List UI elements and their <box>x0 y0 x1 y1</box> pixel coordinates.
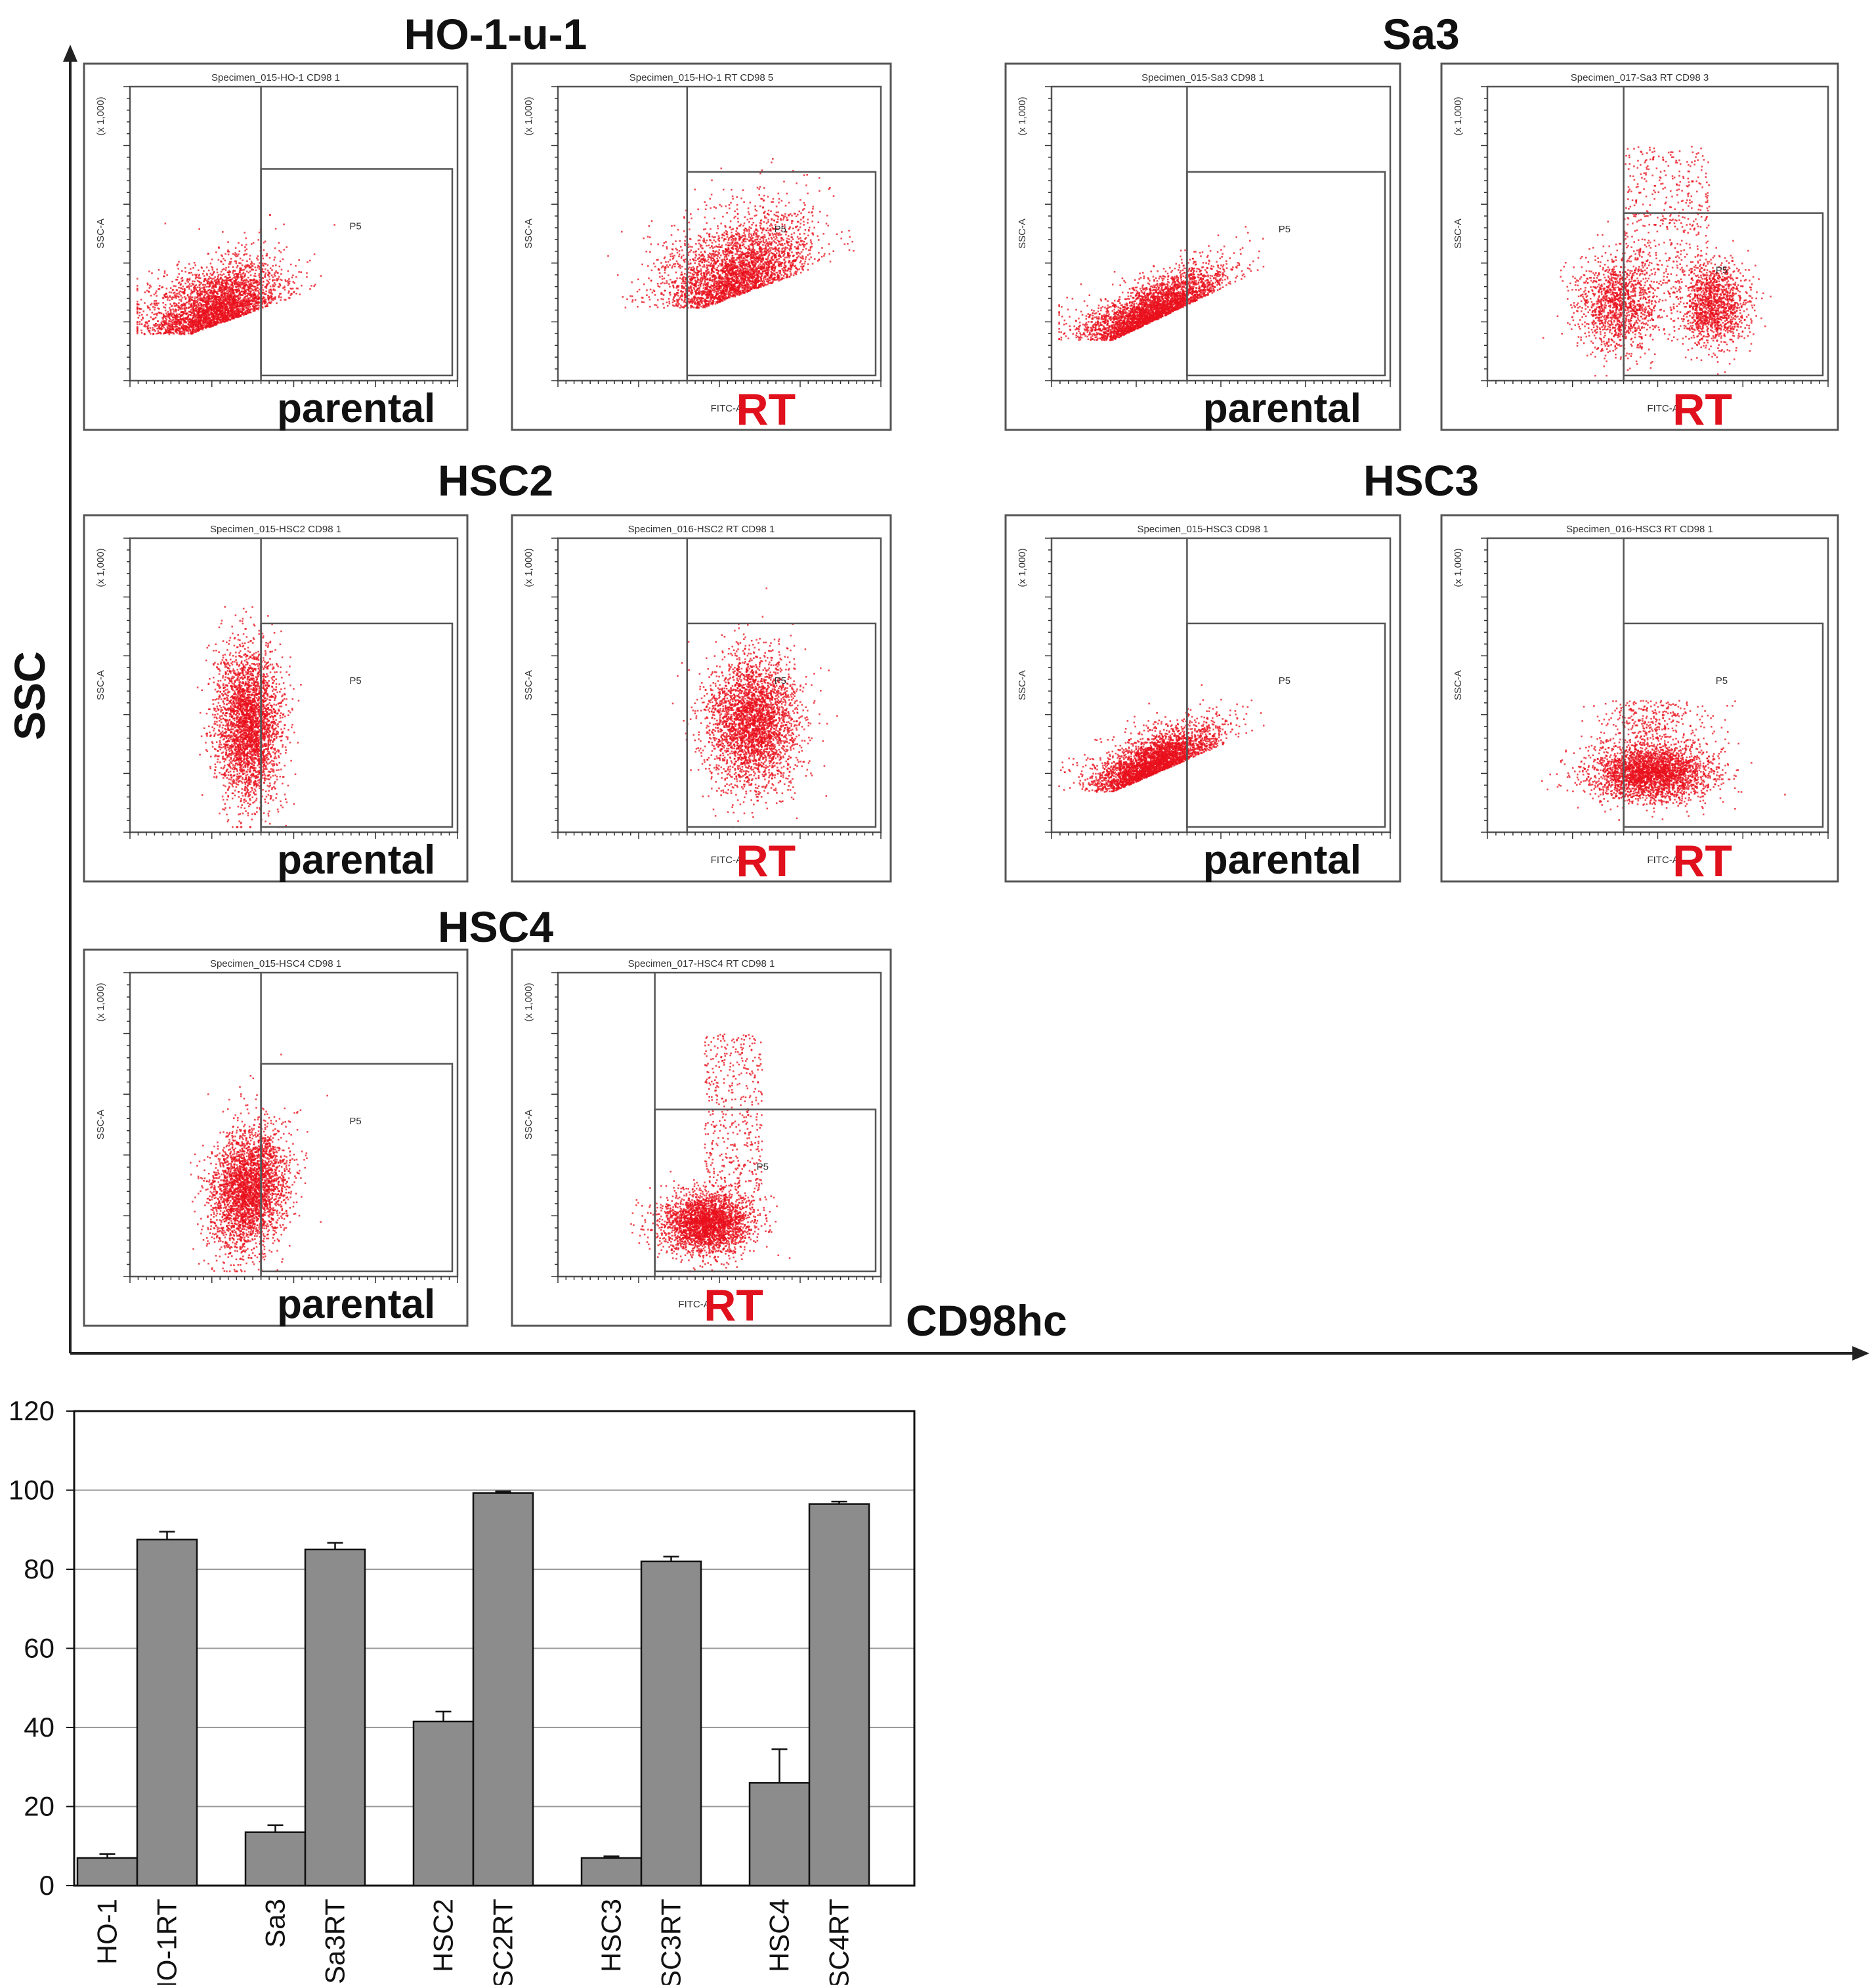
bar-hsc2 <box>414 1722 473 1886</box>
scatter-panel: Specimen_017-Sa3 RT CD98 3 SSC-A (x 1,000)… <box>1441 64 1838 434</box>
specimen-title: Specimen_017-HSC4 RT CD98 1 <box>628 958 775 969</box>
ssc-a-scale-note: (x 1,000) <box>1017 548 1028 587</box>
gate-label: P5 <box>1716 675 1728 687</box>
panel-label-rt: RT <box>1672 836 1732 886</box>
x-tick-label: HSC3RT <box>656 1899 687 1985</box>
ssc-a-scale-note: (x 1,000) <box>523 983 534 1021</box>
ssc-a-axis-label: SSC-A <box>95 219 106 249</box>
y-tick-label: 60 <box>24 1633 54 1664</box>
scatter-panel: Specimen_015-HSC3 CD98 1 SSC-A (x 1,000) P5… <box>1006 515 1400 883</box>
panel-label-rt: RT <box>736 385 796 434</box>
ssc-a-scale-note: (x 1,000) <box>1017 96 1028 135</box>
y-tick-label: 40 <box>24 1712 54 1743</box>
gate-label: P5 <box>775 224 786 235</box>
ssc-a-scale-note: (x 1,000) <box>95 548 106 587</box>
x-tick-label: HO-1RT <box>152 1899 182 1985</box>
specimen-title: Specimen_015-HO-1 CD98 1 <box>211 72 340 83</box>
panel-label-parental: parental <box>277 386 435 431</box>
gate-label: P5 <box>1716 265 1728 276</box>
bar-sa3 <box>245 1832 305 1886</box>
ssc-a-axis-label: SSC-A <box>1017 670 1028 700</box>
ssc-a-axis-label: SSC-A <box>523 670 534 700</box>
gate-label: P5 <box>349 221 361 232</box>
panel-frame <box>84 950 467 1326</box>
specimen-title: Specimen_015-Sa3 CD98 1 <box>1141 72 1264 83</box>
ssc-a-scale-note: (x 1,000) <box>1453 96 1464 135</box>
specimen-title: Specimen_015-HSC4 CD98 1 <box>210 958 341 969</box>
flow-scatter-panels: Specimen_015-HO-1 CD98 1 SSC-A (x 1,000) P5… <box>84 64 1838 1330</box>
ssc-a-axis-label: SSC-A <box>95 670 106 700</box>
ssc-a-axis-label: SSC-A <box>523 1110 534 1140</box>
group-title-sa3: Sa3 <box>1382 10 1459 58</box>
scatter-panel: Specimen_015-HO-1 CD98 1 SSC-A (x 1,000) P5… <box>84 64 467 431</box>
ssc-a-scale-note: (x 1,000) <box>523 548 534 587</box>
scatter-panel: Specimen_016-HSC2 RT CD98 1 SSC-A (x 1,000… <box>512 515 891 886</box>
gate-label: P5 <box>757 1161 769 1172</box>
panel-label-parental: parental <box>1203 837 1361 883</box>
specimen-title: Specimen_016-HSC2 RT CD98 1 <box>628 524 775 535</box>
group-title-hsc4: HSC4 <box>438 902 553 951</box>
x-tick-label: Sa3RT <box>320 1899 351 1984</box>
bar-hsc2rt <box>473 1493 533 1886</box>
bar-sa3rt <box>305 1550 365 1886</box>
ssc-a-axis-label: SSC-A <box>95 1110 106 1140</box>
bar-hsc4rt <box>809 1504 869 1886</box>
bar-ho-1rt <box>137 1540 197 1886</box>
gate-label: P5 <box>349 1116 361 1127</box>
ssc-a-axis-label: SSC-A <box>1453 670 1464 700</box>
bar-chart: 0 20 40 60 80 100 120 HO-1 HO-1RT Sa3 Sa3RT HSC2 HSC… <box>9 1395 914 1985</box>
y-axis-label-ssc: SSC <box>5 651 54 740</box>
specimen-title: Specimen_015-HO-1 RT CD98 5 <box>629 72 774 83</box>
bar-hsc3rt <box>641 1561 701 1886</box>
y-tick-label: 100 <box>9 1475 54 1506</box>
group-title-hsc3: HSC3 <box>1363 456 1479 505</box>
ssc-a-scale-note: (x 1,000) <box>1453 548 1464 587</box>
x-tick-label: HSC4 <box>764 1899 795 1972</box>
panel-label-parental: parental <box>277 1282 435 1327</box>
gate-label: P5 <box>1279 675 1290 687</box>
scatter-panel: Specimen_016-HSC3 RT CD98 1 SSC-A (x 1,000… <box>1441 515 1838 886</box>
panel-label-rt: RT <box>704 1280 763 1330</box>
gate-label: P5 <box>1279 224 1290 235</box>
x-tick-label: HSC4RT <box>824 1899 855 1985</box>
y-tick-label: 0 <box>39 1870 54 1901</box>
group-title-hsc2: HSC2 <box>438 456 553 505</box>
panel-frame <box>512 950 891 1326</box>
bar-ho-1 <box>77 1858 137 1886</box>
ssc-a-axis-label: SSC-A <box>523 219 534 249</box>
panel-label-parental: parental <box>277 837 435 883</box>
x-axis-label-cd98hc: CD98hc <box>906 1296 1067 1345</box>
x-tick-label: HSC2 <box>428 1899 459 1972</box>
ssc-a-scale-note: (x 1,000) <box>523 96 534 135</box>
y-tick-label: 20 <box>24 1791 54 1822</box>
scatter-panel: Specimen_015-HSC4 CD98 1 SSC-A (x 1,000) P5… <box>84 950 467 1327</box>
bar-hsc3 <box>582 1858 641 1886</box>
panel-label-rt: RT <box>736 836 796 886</box>
scatter-panel: Specimen_015-HO-1 RT CD98 5 SSC-A (x 1,000… <box>512 64 891 434</box>
scatter-panel: Specimen_015-HSC2 CD98 1 SSC-A (x 1,000) P5… <box>84 515 467 883</box>
scatter-panel: Specimen_017-HSC4 RT CD98 1 SSC-A (x 1,000… <box>512 950 891 1330</box>
panel-label-rt: RT <box>1672 385 1732 434</box>
scatter-panel: Specimen_015-Sa3 CD98 1 SSC-A (x 1,000) P5 p… <box>1006 64 1400 431</box>
gate-label: P5 <box>349 675 361 687</box>
x-tick-label: HSC3 <box>596 1899 627 1972</box>
x-tick-label: HO-1 <box>92 1899 123 1964</box>
ssc-a-axis-label: SSC-A <box>1017 219 1028 249</box>
ssc-a-axis-label: SSC-A <box>1453 219 1464 249</box>
specimen-title: Specimen_015-HSC2 CD98 1 <box>210 524 341 535</box>
x-tick-label: HSC2RT <box>488 1899 519 1985</box>
group-title-ho-1-u-1: HO-1-u-1 <box>404 10 587 58</box>
specimen-title: Specimen_017-Sa3 RT CD98 3 <box>1571 72 1709 83</box>
ssc-a-scale-note: (x 1,000) <box>95 983 106 1021</box>
y-tick-label: 80 <box>24 1554 54 1584</box>
gate-label: P5 <box>775 675 786 687</box>
bar-hsc4 <box>750 1783 809 1886</box>
specimen-title: Specimen_016-HSC3 RT CD98 1 <box>1566 524 1713 535</box>
panel-label-parental: parental <box>1203 386 1361 431</box>
ssc-a-scale-note: (x 1,000) <box>95 96 106 135</box>
specimen-title: Specimen_015-HSC3 CD98 1 <box>1137 524 1268 535</box>
y-tick-label: 120 <box>9 1395 54 1426</box>
x-tick-label: Sa3 <box>260 1899 291 1948</box>
